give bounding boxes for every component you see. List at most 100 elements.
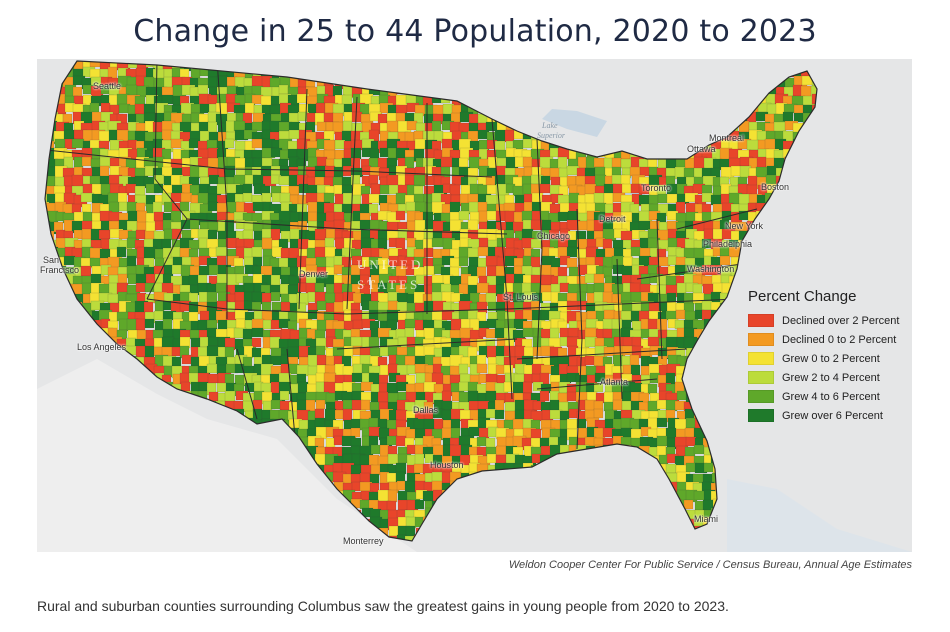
- county-cell: [162, 273, 173, 285]
- county-cell: [368, 454, 380, 467]
- city-washington: Washington: [687, 264, 735, 274]
- county-cell: [756, 156, 767, 169]
- county-cell: [161, 94, 174, 105]
- county-cell: [334, 139, 346, 150]
- county-cell: [224, 165, 236, 178]
- county-cell: [127, 273, 138, 285]
- county-cell: [648, 194, 659, 206]
- county-cell: [350, 147, 362, 160]
- county-cell: [458, 391, 470, 404]
- legend-swatch: [748, 314, 774, 327]
- map-title: Change in 25 to 44 Population, 2020 to 2…: [133, 14, 817, 49]
- city-montreal: Montreal: [709, 133, 745, 143]
- county-cell: [685, 436, 697, 447]
- county-cell: [476, 363, 488, 374]
- county-cell: [316, 121, 327, 132]
- legend-label: Declined over 2 Percent: [782, 314, 900, 327]
- county-cell: [566, 418, 578, 430]
- county-cell: [278, 175, 290, 186]
- county-cell: [485, 373, 498, 384]
- county-cell: [207, 147, 219, 160]
- county-cell: [620, 158, 633, 169]
- county-cell: [432, 363, 443, 375]
- county-cell: [674, 418, 687, 431]
- legend-swatch: [748, 371, 774, 384]
- county-cell: [189, 219, 200, 230]
- city-chicago: Chicago: [537, 231, 571, 241]
- county-cell: [323, 112, 335, 123]
- county-cell: [431, 274, 445, 285]
- county-cell: [270, 291, 281, 302]
- county-cell: [307, 309, 319, 320]
- county-cell: [126, 237, 137, 249]
- county-cell: [504, 401, 517, 413]
- map-legend: Percent Change Declined over 2 Percent D…: [748, 288, 908, 425]
- county-cell: [207, 157, 220, 169]
- county-cell: [602, 328, 614, 339]
- county-cell: [476, 354, 487, 366]
- legend-item: Grew 4 to 6 Percent: [748, 387, 908, 406]
- county-cell: [710, 291, 722, 304]
- county-cell: [639, 166, 651, 177]
- county-cell: [224, 346, 235, 359]
- county-cell: [315, 399, 326, 410]
- county-cell: [125, 301, 137, 314]
- county-cell: [369, 508, 382, 519]
- county-cell: [342, 192, 353, 206]
- county-cell: [440, 283, 452, 294]
- city-atlanta: Atlanta: [600, 377, 629, 387]
- county-cell: [666, 292, 677, 303]
- county-cell: [423, 228, 434, 240]
- county-cell: [539, 390, 550, 402]
- county-cell: [278, 84, 289, 95]
- county-cell: [792, 84, 803, 97]
- county-cell: [242, 229, 254, 240]
- county-cell: [441, 400, 453, 411]
- county-cell: [71, 203, 82, 214]
- county-cell: [811, 93, 817, 105]
- county-cell: [559, 410, 570, 421]
- county-cell: [594, 166, 606, 177]
- county-cell: [406, 444, 417, 455]
- county-cell: [476, 436, 487, 447]
- county-cell: [98, 130, 111, 143]
- county-cell: [701, 203, 712, 214]
- county-cell: [189, 329, 201, 340]
- county-cell: [584, 183, 597, 195]
- county-cell: [135, 229, 146, 240]
- county-cell: [478, 237, 489, 248]
- county-cell: [144, 345, 155, 359]
- county-cell: [406, 120, 418, 131]
- county-cell: [603, 401, 614, 412]
- county-cell: [395, 435, 407, 447]
- county-cell: [386, 472, 397, 483]
- county-cell: [235, 318, 246, 330]
- county-cell: [359, 454, 371, 466]
- county-cell: [82, 129, 94, 142]
- county-cell: [314, 329, 326, 340]
- county-cell: [136, 329, 147, 341]
- county-cell: [206, 345, 220, 358]
- county-cell: [658, 454, 669, 465]
- county-cell: [152, 121, 164, 133]
- county-cell: [180, 192, 193, 203]
- county-cell: [333, 166, 344, 179]
- county-cell: [197, 372, 210, 384]
- county-cell: [369, 148, 380, 160]
- county-cell: [171, 356, 182, 367]
- county-cell: [154, 248, 165, 260]
- county-cell: [746, 184, 758, 196]
- county-cell: [280, 266, 292, 277]
- county-cell: [387, 453, 399, 465]
- legend-label: Grew 2 to 4 Percent: [782, 371, 880, 384]
- county-cell: [522, 381, 533, 394]
- legend-item: Declined over 2 Percent: [748, 311, 908, 330]
- county-cell: [549, 390, 560, 402]
- county-cell: [224, 373, 235, 385]
- county-cell: [514, 409, 526, 420]
- county-cell: [486, 453, 497, 464]
- county-cell: [333, 211, 345, 222]
- county-cell: [161, 86, 174, 97]
- county-cell: [324, 246, 337, 258]
- county-cell: [350, 309, 363, 322]
